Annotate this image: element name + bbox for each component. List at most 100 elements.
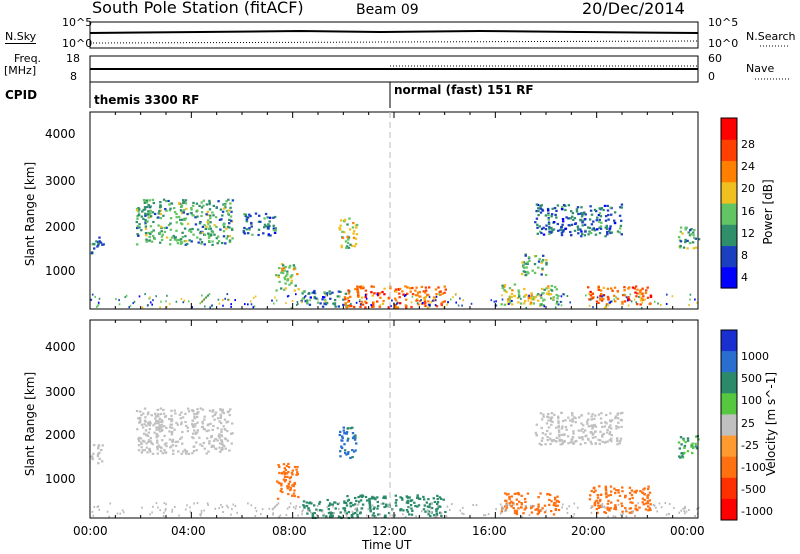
velocity-cell-r1 xyxy=(170,409,173,412)
velocity-cell-r9 xyxy=(686,439,690,442)
power-cell-r5 xyxy=(353,245,357,248)
velocity-cell-r7 xyxy=(587,425,590,428)
velocity-clutter-cell xyxy=(434,515,436,518)
power-cell-r7 xyxy=(552,298,555,301)
velocity-cell-r9 xyxy=(680,452,683,455)
xtick-1: 04:00 xyxy=(171,524,206,538)
velocity-cell-r1 xyxy=(202,428,206,431)
velocity-cell-r1 xyxy=(216,427,219,430)
velocity-cell-r5 xyxy=(424,510,427,513)
power-cell-r1 xyxy=(183,218,186,222)
velocity-ytick-1000: 1000 xyxy=(45,472,76,486)
velocity-clutter-cell xyxy=(391,509,393,512)
velocity-cell-r5 xyxy=(442,498,445,501)
cpid-segment-1: themis 3300 RF xyxy=(94,93,200,107)
power-cell-r1 xyxy=(231,228,234,231)
power-cell-r5 xyxy=(341,230,344,233)
velocity-cb-swatch xyxy=(721,414,737,436)
power-cell-r10 xyxy=(623,300,627,303)
velocity-cell-r8 xyxy=(597,504,600,507)
power-cell-r5 xyxy=(340,244,343,247)
velocity-cell-r1 xyxy=(217,435,221,438)
power-cell-r6 xyxy=(378,305,381,308)
velocity-cell-r8 xyxy=(647,509,650,512)
velocity-cell-r1 xyxy=(226,411,230,414)
velocity-cell-r5 xyxy=(373,496,376,499)
velocity-cell-r2 xyxy=(278,471,281,475)
power-cell-r2 xyxy=(248,228,251,231)
velocity-colorbar xyxy=(720,329,738,521)
power-cell-r4 xyxy=(326,292,329,295)
velocity-cell-r8 xyxy=(613,507,616,510)
velocity-cell-r1 xyxy=(149,422,152,425)
power-cell-r9 xyxy=(542,233,546,236)
power-cb-tick-28: 28 xyxy=(741,138,755,151)
velocity-cell-r5 xyxy=(411,509,414,512)
velocity-cell-r7 xyxy=(619,418,623,421)
power-cell-r11 xyxy=(679,246,682,249)
velocity-cell-r1 xyxy=(159,413,163,416)
velocity-cell-r1 xyxy=(181,430,184,434)
velocity-cell-r2 xyxy=(287,470,290,474)
power-cell-r7 xyxy=(555,293,558,297)
power-cell-r6 xyxy=(379,296,382,299)
velocity-cell-r8 xyxy=(604,488,608,491)
velocity-cell-r1 xyxy=(156,446,159,449)
velocity-cell-r7 xyxy=(608,431,612,434)
power-cell-r1 xyxy=(184,217,188,220)
power-cell-r1 xyxy=(159,201,162,204)
velocity-clutter-cell xyxy=(367,508,370,511)
power-cell-r1 xyxy=(196,228,200,231)
velocity-cell-r1 xyxy=(159,449,163,453)
power-cell-r8 xyxy=(544,273,548,277)
velocity-cell-r2 xyxy=(284,471,287,474)
velocity-cell-r1 xyxy=(196,429,200,432)
velocity-cell-r7 xyxy=(590,418,593,421)
velocity-cell-r5 xyxy=(408,513,411,516)
velocity-cell-r2 xyxy=(295,468,298,471)
power-cell-r8 xyxy=(545,263,548,266)
power-cell-r7 xyxy=(552,296,555,299)
velocity-cell-r7 xyxy=(571,420,574,423)
power-clutter-cell xyxy=(435,299,437,302)
power-cell-r1 xyxy=(196,215,199,218)
power-cell-r10 xyxy=(597,301,600,304)
velocity-cell-r1 xyxy=(185,450,189,453)
velocity-cell-r1 xyxy=(195,431,199,434)
power-cell-r10 xyxy=(599,289,603,292)
power-cell-r9 xyxy=(550,215,553,218)
velocity-cell-r7 xyxy=(565,428,568,431)
power-clutter-cell xyxy=(180,298,183,301)
power-cell-r1 xyxy=(226,235,230,238)
power-cell-r1 xyxy=(167,224,171,227)
power-cell-r1 xyxy=(228,240,232,244)
power-cell-r10 xyxy=(636,288,639,291)
velocity-cell-r7 xyxy=(567,416,570,419)
power-cell-r1 xyxy=(136,225,140,228)
velocity-clutter-cell xyxy=(231,508,233,511)
velocity-cell-r8 xyxy=(604,485,608,488)
power-cell-r1 xyxy=(162,214,165,217)
velocity-cell-r5 xyxy=(439,505,442,508)
power-cell-r1 xyxy=(175,229,178,232)
power-cell-r3 xyxy=(286,278,290,281)
velocity-cell-r7 xyxy=(546,439,549,442)
power-clutter-cell xyxy=(201,294,203,297)
power-cell-r9 xyxy=(576,206,580,209)
power-cell-r6 xyxy=(415,286,418,289)
velocity-cell-r9 xyxy=(677,441,681,444)
power-cell-r7 xyxy=(500,303,503,306)
velocity-cell-r1 xyxy=(171,438,175,441)
velocity-cell-r1 xyxy=(226,439,229,442)
power-cell-r1 xyxy=(143,201,146,204)
power-cell-r4 xyxy=(304,300,307,303)
power-cell-r9 xyxy=(620,219,623,222)
power-cell-r4 xyxy=(300,299,303,303)
power-cell-r1 xyxy=(190,240,193,243)
power-cell-r6 xyxy=(357,295,360,298)
velocity-cell-r7 xyxy=(558,439,561,443)
velocity-cell-r8 xyxy=(624,494,627,497)
velocity-cell-r7 xyxy=(606,440,609,443)
power-cell-r6 xyxy=(444,288,447,291)
power-clutter-cell xyxy=(434,297,436,300)
